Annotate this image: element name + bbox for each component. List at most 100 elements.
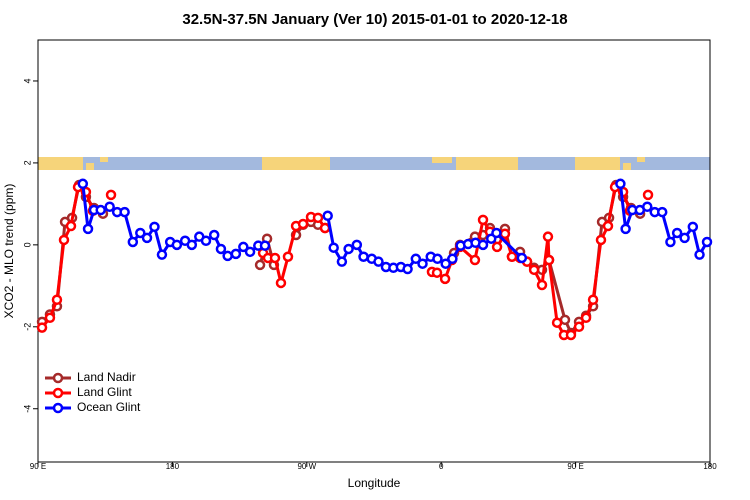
data-point	[602, 220, 614, 232]
x-tick-label: 180	[166, 462, 180, 471]
x-tick-label: 90 W	[297, 462, 316, 471]
data-point	[417, 258, 428, 269]
data-point	[477, 239, 489, 251]
data-point	[620, 223, 631, 235]
data-point	[587, 294, 599, 306]
data-point	[141, 232, 153, 244]
x-tick-label: 90 E	[567, 462, 583, 471]
data-point	[373, 256, 384, 267]
data-point	[580, 312, 592, 324]
data-point	[269, 252, 281, 264]
series	[77, 178, 713, 275]
data-point	[701, 236, 713, 248]
data-point	[222, 250, 233, 262]
data-point	[259, 240, 271, 251]
y-tick-label: 0	[22, 242, 32, 247]
chart-title: 32.5N-37.5N January (Ver 10) 2015-01-01 …	[182, 11, 567, 28]
data-point	[275, 277, 287, 289]
data-point	[65, 220, 77, 232]
data-point	[149, 221, 160, 233]
data-point	[208, 229, 220, 241]
data-point	[565, 329, 577, 341]
data-point	[230, 248, 242, 260]
data-point	[431, 267, 443, 278]
data-point	[186, 239, 198, 251]
data-point	[432, 253, 443, 265]
legend-marker	[52, 387, 64, 399]
data-point	[506, 251, 518, 262]
data-point	[351, 239, 363, 251]
data-point	[528, 264, 540, 276]
data-point	[491, 227, 502, 239]
land-band	[623, 163, 631, 170]
data-point	[282, 251, 294, 262]
data-point	[77, 178, 89, 190]
ocean-band	[38, 157, 710, 170]
data-point	[671, 227, 683, 239]
data-point	[105, 189, 117, 201]
data-point	[119, 206, 130, 218]
data-point	[238, 241, 249, 253]
data-point	[319, 222, 331, 234]
land-band	[637, 157, 645, 162]
data-point	[358, 251, 369, 262]
y-tick-label: 2	[22, 160, 32, 165]
data-point	[156, 249, 168, 260]
data-point	[58, 234, 70, 246]
data-point	[297, 218, 309, 230]
data-point	[336, 256, 348, 267]
y-tick-label: -4	[22, 405, 32, 413]
land-band	[456, 157, 518, 170]
data-point	[402, 263, 413, 275]
data-point	[95, 204, 106, 216]
y-tick-label: 4	[22, 78, 32, 83]
legend-marker	[52, 372, 64, 384]
legend-label: Land Glint	[77, 385, 132, 399]
data-point	[665, 236, 676, 248]
x-axis-label: Longitude	[348, 476, 401, 490]
data-point	[551, 317, 563, 328]
land-band	[100, 157, 108, 162]
data-point	[343, 243, 354, 255]
legend-marker	[52, 402, 64, 414]
data-point	[477, 214, 489, 226]
data-point	[44, 312, 56, 324]
land-band	[38, 157, 83, 170]
y-tick-label: -2	[22, 323, 32, 331]
y-axis-label: XCO2 - MLO trend (ppm)	[2, 184, 16, 319]
data-point	[82, 223, 94, 235]
data-point	[51, 294, 63, 306]
data-point	[536, 279, 548, 291]
data-point	[542, 231, 554, 242]
x-tick-label: 90 E	[30, 462, 46, 471]
data-point	[328, 242, 339, 253]
land-band	[262, 157, 330, 170]
data-point	[410, 253, 422, 265]
data-point	[615, 178, 626, 190]
data-point	[439, 273, 451, 285]
data-point	[135, 227, 146, 239]
x-tick-label: 180	[703, 462, 717, 471]
land-band	[575, 157, 620, 170]
data-point	[447, 253, 458, 265]
legend-label: Land Nadir	[77, 370, 136, 384]
data-point	[171, 239, 183, 251]
data-point	[36, 322, 48, 333]
data-point	[656, 206, 668, 218]
data-point	[642, 201, 653, 213]
data-point	[200, 235, 212, 247]
data-point	[543, 254, 555, 266]
data-point	[127, 236, 139, 248]
data-point	[104, 201, 115, 213]
data-point	[642, 189, 654, 201]
data-point	[244, 246, 256, 258]
land-ocean-strip	[38, 157, 710, 170]
legend-label: Ocean Glint	[77, 400, 141, 414]
land-band	[432, 157, 452, 163]
plot-frame	[37, 39, 711, 463]
x-tick-label: 0	[439, 462, 444, 471]
data-point	[469, 254, 481, 266]
